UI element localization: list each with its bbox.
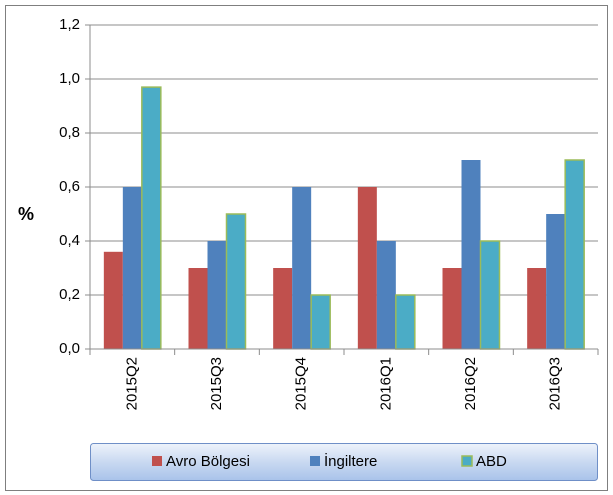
bar: [292, 187, 312, 349]
y-tick-label: 1,0: [59, 70, 80, 87]
bar: [376, 241, 396, 349]
bar: [122, 187, 142, 349]
legend-label: ABD: [476, 453, 507, 470]
chart-border: [5, 5, 608, 491]
bar: [310, 294, 331, 350]
bar: [564, 159, 585, 350]
bar: [141, 86, 162, 350]
bar: [207, 241, 227, 349]
x-tick-label: 2015Q4: [293, 357, 310, 410]
y-tick-label: 0,4: [59, 232, 80, 249]
legend-swatch: [461, 455, 473, 467]
y-tick-label: 0,0: [59, 340, 80, 357]
bar: [395, 294, 416, 350]
bar: [527, 268, 547, 349]
bar: [479, 240, 501, 350]
x-tick-label: 2015Q2: [123, 357, 140, 410]
y-tick-label: 0,6: [59, 178, 80, 195]
y-tick-label: 0,2: [59, 286, 80, 303]
bar: [103, 251, 123, 349]
x-tick-label: 2016Q2: [462, 357, 479, 410]
bar: [273, 268, 293, 349]
legend-label: İngiltere: [324, 452, 377, 470]
legend-label: Avro Bölgesi: [166, 453, 250, 470]
y-axis-label: %: [18, 204, 34, 224]
legend-swatch: [310, 456, 320, 466]
legend-box: [90, 443, 598, 481]
bar: [188, 268, 208, 349]
bar: [225, 213, 247, 350]
bar: [546, 214, 566, 349]
bar: [442, 268, 462, 349]
x-tick-label: 2016Q3: [547, 357, 564, 410]
x-tick-label: 2016Q1: [377, 357, 394, 410]
legend-swatch: [152, 456, 162, 466]
bar: [461, 160, 481, 349]
bar: [357, 187, 377, 349]
x-tick-label: 2015Q3: [208, 357, 225, 410]
y-tick-label: 1,2: [59, 16, 80, 33]
y-tick-label: 0,8: [59, 124, 80, 141]
